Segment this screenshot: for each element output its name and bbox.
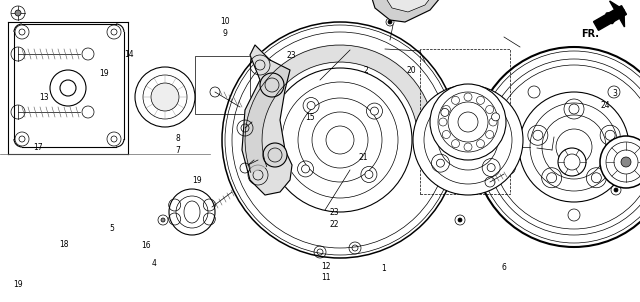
Text: 8: 8 — [175, 134, 180, 143]
Bar — [420, 49, 510, 194]
Text: 13: 13 — [38, 93, 49, 102]
Circle shape — [474, 47, 640, 247]
Text: 18: 18 — [60, 239, 68, 249]
Text: 2: 2 — [364, 66, 369, 75]
Polygon shape — [593, 6, 627, 30]
Text: 23: 23 — [286, 51, 296, 60]
Polygon shape — [245, 45, 433, 172]
Text: 20: 20 — [406, 66, 416, 75]
Text: 15: 15 — [305, 113, 316, 122]
Circle shape — [15, 10, 21, 16]
Circle shape — [307, 101, 315, 110]
Circle shape — [614, 188, 618, 192]
Circle shape — [600, 136, 640, 188]
Circle shape — [301, 165, 310, 173]
Text: 5: 5 — [109, 224, 115, 233]
Text: 9: 9 — [223, 29, 228, 38]
Text: 19: 19 — [192, 176, 202, 185]
Text: 17: 17 — [33, 143, 44, 153]
Circle shape — [533, 130, 543, 140]
Circle shape — [436, 159, 444, 167]
Circle shape — [371, 107, 378, 115]
Circle shape — [605, 130, 615, 140]
Polygon shape — [382, 0, 435, 12]
Polygon shape — [242, 45, 292, 195]
Circle shape — [492, 113, 500, 121]
Text: 1: 1 — [381, 264, 387, 273]
Circle shape — [365, 170, 373, 178]
Text: 22: 22 — [330, 220, 339, 230]
Text: 10: 10 — [220, 17, 230, 26]
Circle shape — [388, 20, 392, 24]
Circle shape — [441, 108, 449, 117]
Circle shape — [263, 143, 287, 167]
Text: 16: 16 — [141, 241, 151, 250]
Polygon shape — [370, 0, 445, 22]
Circle shape — [151, 83, 179, 111]
Circle shape — [222, 22, 458, 258]
Text: 6: 6 — [502, 263, 507, 272]
Circle shape — [458, 218, 462, 222]
Text: 12: 12 — [322, 262, 331, 271]
Bar — [195, 56, 250, 114]
Text: 14: 14 — [124, 50, 134, 59]
Circle shape — [413, 85, 523, 195]
Circle shape — [430, 84, 506, 160]
Text: 19: 19 — [99, 69, 109, 79]
Circle shape — [260, 73, 284, 97]
Circle shape — [621, 157, 631, 167]
Text: 19: 19 — [13, 280, 23, 289]
Text: 7: 7 — [175, 146, 180, 155]
Polygon shape — [610, 1, 625, 27]
Circle shape — [487, 164, 495, 172]
Text: 4: 4 — [151, 259, 156, 268]
Text: FR.: FR. — [581, 29, 599, 39]
Circle shape — [161, 218, 165, 222]
Text: 23: 23 — [329, 208, 339, 217]
Text: 3: 3 — [612, 88, 617, 98]
Circle shape — [569, 104, 579, 114]
Text: 24: 24 — [600, 101, 611, 110]
Text: 11: 11 — [322, 273, 331, 282]
Circle shape — [547, 173, 557, 183]
Circle shape — [530, 132, 574, 176]
Circle shape — [558, 148, 586, 176]
Circle shape — [591, 173, 602, 183]
Text: 21: 21 — [359, 153, 368, 162]
